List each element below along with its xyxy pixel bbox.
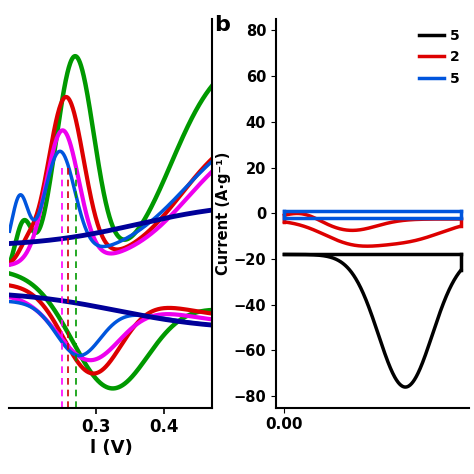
Legend: 5, 2, 5: 5, 2, 5 (417, 26, 462, 89)
Y-axis label: Current (A·g⁻¹): Current (A·g⁻¹) (216, 152, 231, 275)
X-axis label: l (V): l (V) (90, 439, 132, 457)
Text: b: b (214, 15, 230, 35)
